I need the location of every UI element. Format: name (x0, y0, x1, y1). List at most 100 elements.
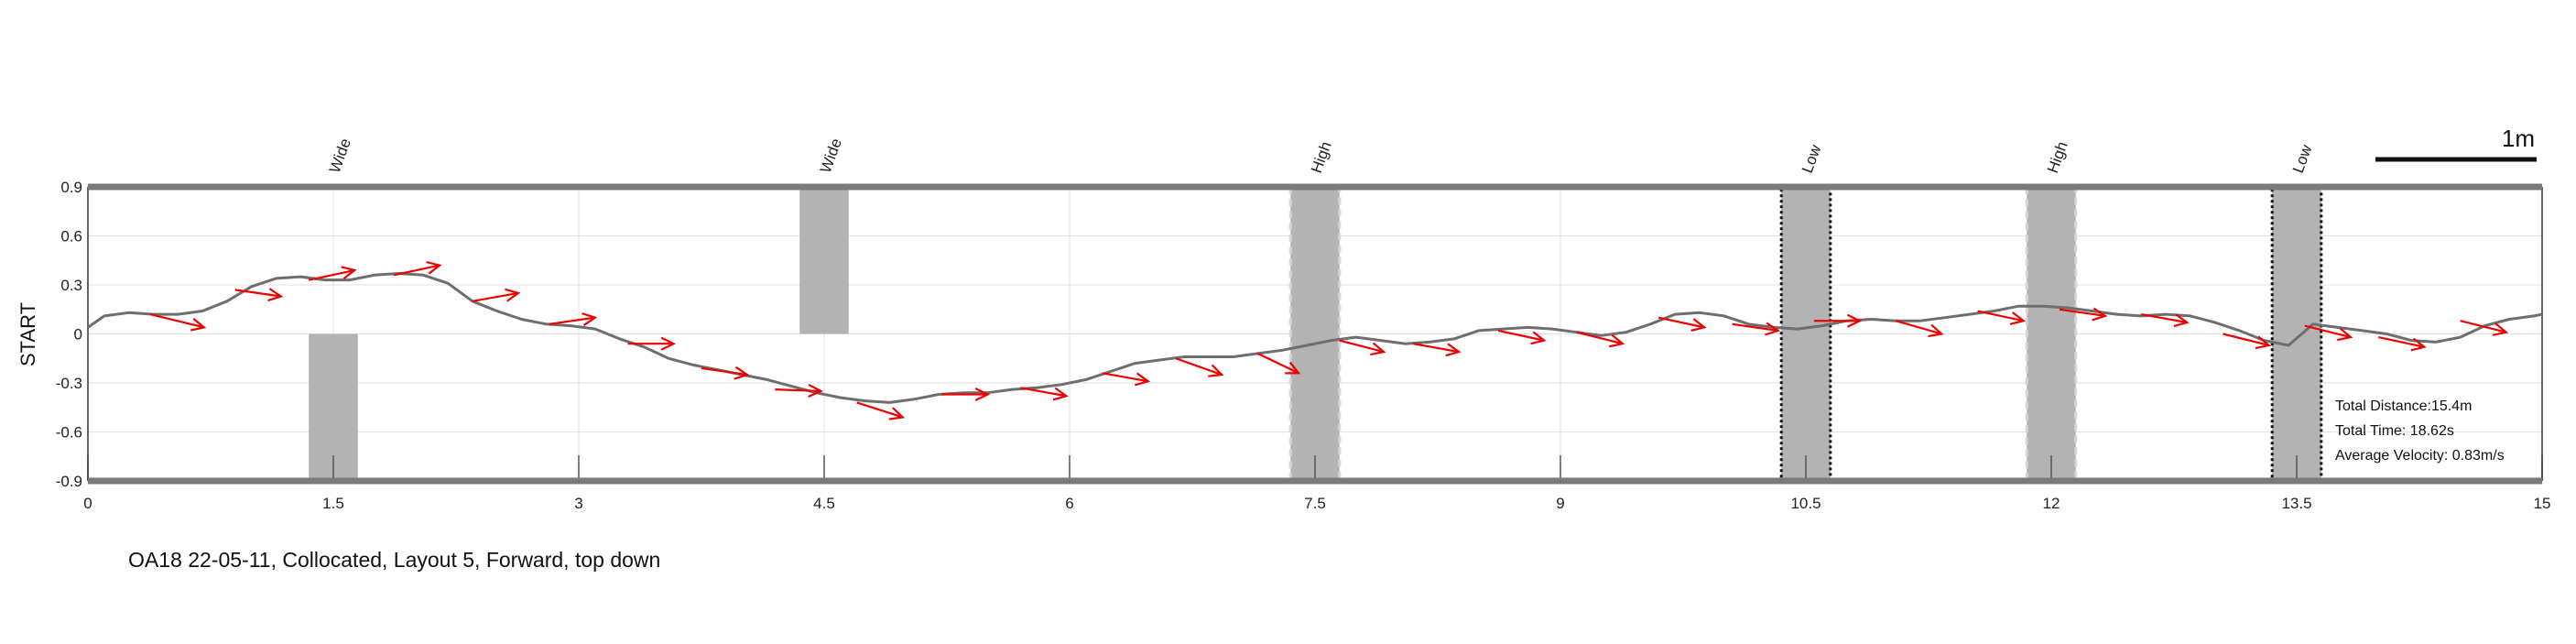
obstacle-low (2270, 185, 2323, 483)
x-tick-label: 3 (574, 495, 582, 512)
arrow-head (1135, 372, 1151, 387)
arrow-shaft (1732, 322, 1778, 333)
arrow-shaft (472, 291, 519, 302)
stat-total-time: Total Time: 18.62s (2335, 423, 2454, 439)
arrow-head (2492, 322, 2509, 336)
arrow-head (505, 288, 521, 302)
arrow-head (1052, 387, 1069, 401)
heading-arrow (1576, 331, 1625, 348)
heading-arrow (1813, 313, 1863, 328)
obstacle-label: Wide (326, 136, 354, 175)
heading-arrow (2141, 313, 2190, 328)
x-tick-label: 1.5 (322, 495, 344, 512)
heading-arrow (1413, 343, 1462, 357)
stats-box: Total Distance:15.4m Total Time: 18.62s … (2335, 398, 2505, 464)
y-tick-label: -0.3 (56, 375, 82, 392)
arrow-shaft (775, 388, 821, 393)
arrow-shaft (1413, 343, 1460, 354)
heading-arrow (627, 336, 677, 351)
y-tick-label: 0 (74, 326, 82, 344)
arrow-shaft (1020, 387, 1067, 398)
x-tick-label: 13.5 (2281, 495, 2311, 512)
arrow-head (734, 366, 750, 380)
arrow-shaft (1175, 357, 1223, 377)
y-axis-label: START (16, 302, 39, 366)
arrow-head (2255, 335, 2272, 350)
y-tick-label: -0.6 (56, 424, 82, 442)
arrow-head (1370, 342, 1386, 356)
heading-arrow (393, 260, 442, 277)
arrow-head (426, 260, 442, 275)
arrow-shaft (1339, 339, 1385, 354)
y-tick-label: 0.6 (60, 228, 82, 246)
arrow-shaft (149, 313, 205, 329)
obstacle-label: High (1308, 139, 1335, 175)
arrow-shaft (2223, 333, 2269, 347)
scale-bar: 1m (2375, 125, 2537, 162)
heading-arrow (308, 266, 357, 281)
arrow-shaft (2460, 320, 2506, 333)
y-tick-label: 0.3 (60, 277, 82, 294)
arrow-shaft (856, 401, 904, 419)
arrow-shaft (1102, 372, 1148, 383)
heading-arrow (1732, 322, 1781, 336)
heading-arrow (2460, 320, 2509, 336)
arrow-head (660, 336, 677, 351)
obstacle-low (1779, 185, 1832, 483)
x-tick-label: 12 (2043, 495, 2060, 512)
obstacles (309, 185, 2323, 483)
obstacle-wide (799, 187, 849, 334)
arrow-head (190, 317, 207, 332)
arrow-head (1285, 361, 1301, 375)
heading-arrow (1977, 310, 2027, 325)
x-tick-label: 10.5 (1790, 495, 1821, 512)
arrow-shaft (1576, 331, 1624, 345)
arrow-head (808, 383, 823, 398)
arrow-shaft (393, 264, 440, 277)
obstacle-label: Wide (817, 136, 845, 175)
arrow-head (2410, 337, 2427, 352)
stat-average-velocity: Average Velocity: 0.83m/s (2335, 448, 2505, 464)
x-tick-label: 15 (2534, 495, 2551, 512)
heading-arrow (1256, 352, 1301, 375)
arrow-shaft (2378, 335, 2425, 348)
heading-arrow (856, 401, 906, 420)
axes (87, 183, 2543, 485)
heading-arrow (1339, 339, 1386, 356)
arrow-head (1208, 364, 1224, 377)
figure-caption: OA18 22-05-11, Collocated, Layout 5, For… (128, 548, 661, 572)
arrow-head (1928, 323, 1944, 338)
heading-arrow (701, 366, 750, 380)
heading-arrow (1895, 320, 1944, 338)
obstacle-high (1288, 185, 1342, 483)
scale-bar-label: 1m (2502, 125, 2535, 152)
obstacle-high (2025, 185, 2078, 483)
heading-arrow (775, 383, 823, 398)
y-tick-label: 0.9 (60, 179, 82, 196)
heading-arrow (2059, 307, 2108, 322)
arrow-shaft (1497, 329, 1545, 342)
heading-arrow (234, 288, 284, 302)
heading-arrow (1102, 372, 1151, 387)
obstacle-label: Low (1799, 142, 1825, 175)
arrow-head (888, 407, 906, 420)
arrow-shaft (308, 268, 355, 281)
heading-arrow (2378, 335, 2427, 352)
arrow-shaft (1977, 310, 2024, 322)
arrow-shaft (2059, 308, 2106, 317)
arrow-head (267, 288, 284, 302)
x-tick-label: 4.5 (813, 495, 835, 512)
heading-arrow (1658, 316, 1707, 332)
arrow-head (341, 266, 357, 280)
arrow-head (2092, 307, 2108, 322)
y-tick-label: -0.9 (56, 473, 82, 490)
heading-arrow (2304, 324, 2353, 342)
x-tick-label: 7.5 (1304, 495, 1326, 512)
arrow-shaft (1895, 320, 1942, 335)
obstacle-label: Low (2289, 142, 2316, 175)
arrow-head (582, 312, 598, 326)
x-tick-label: 9 (1556, 495, 1564, 512)
heading-arrow (1497, 329, 1547, 345)
arrow-head (2173, 313, 2190, 328)
